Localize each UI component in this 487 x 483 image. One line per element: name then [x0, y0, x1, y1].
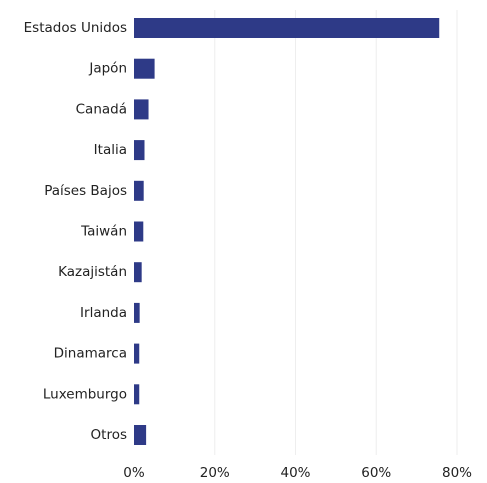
bar: [134, 302, 140, 323]
category-label: Canadá: [76, 101, 127, 117]
x-tick-label: 60%: [361, 465, 391, 479]
bar: [134, 180, 144, 201]
bar: [134, 18, 440, 38]
category-label: Japón: [88, 61, 127, 77]
x-tick-labels: 0% 20% 40% 60% 80%: [123, 465, 472, 481]
x-tick-label: 0%: [123, 465, 145, 479]
category-label: Dinamarca: [54, 346, 127, 362]
bar: [134, 221, 144, 242]
category-label: Irlanda: [80, 305, 127, 321]
category-label: Otros: [91, 427, 127, 443]
grid-lines: [214, 10, 458, 455]
category-label: Estados Unidos: [24, 20, 127, 36]
bar: [134, 384, 140, 405]
category-label: Países Bajos: [44, 183, 127, 199]
bar: [134, 140, 145, 161]
x-tick-label: 40%: [280, 465, 310, 479]
category-label: Kazajistán: [58, 264, 127, 280]
category-label: Taiwán: [80, 224, 127, 240]
category-label: Italia: [94, 142, 127, 158]
x-tick-label: 80%: [442, 465, 472, 479]
category-labels: Estados Unidos Japón Canadá Italia Países Ba…: [24, 20, 127, 443]
bar: [134, 58, 155, 79]
x-tick-label: 20%: [200, 465, 230, 479]
bar: [134, 99, 149, 120]
bar: [134, 425, 147, 445]
bar: [134, 343, 140, 364]
bar: [134, 262, 142, 283]
bars: [134, 18, 440, 445]
category-label: Luxemburgo: [43, 386, 127, 402]
